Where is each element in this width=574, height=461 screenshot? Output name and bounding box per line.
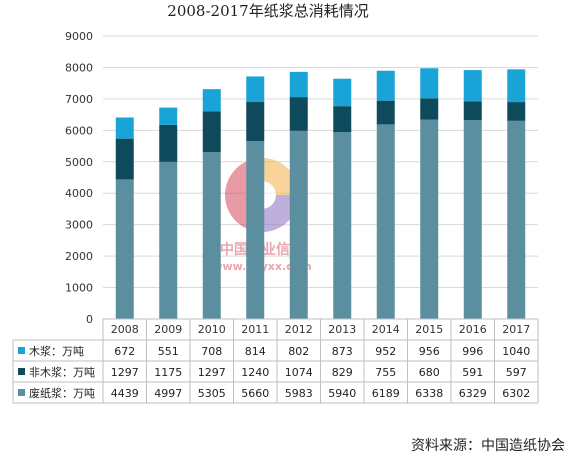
- y-tick-label: 4000: [65, 187, 93, 200]
- data-label: 4997: [154, 387, 182, 400]
- data-label: 5983: [285, 387, 313, 400]
- data-label: 551: [158, 345, 179, 358]
- source-note: 资料来源：中国造纸协会: [411, 438, 565, 454]
- bar-segment: [420, 119, 439, 319]
- data-label: 873: [332, 345, 353, 358]
- bar-segment: [420, 98, 439, 120]
- bar-segment: [507, 120, 526, 319]
- y-axis: 0 1000 2000 3000 4000 5000 6000 7000 8000 9000: [65, 30, 93, 326]
- data-label: 829: [332, 366, 353, 379]
- data-label: 5305: [198, 387, 226, 400]
- x-tick-label: 2014: [372, 323, 400, 336]
- y-tick-label: 2000: [65, 250, 93, 263]
- data-label: 996: [462, 345, 483, 358]
- bar-segment: [333, 132, 352, 319]
- bar-segment: [376, 124, 395, 319]
- data-label: 672: [114, 345, 135, 358]
- x-tick-label: 2011: [241, 323, 269, 336]
- chart-title: 2008-2017年纸浆总消耗情况: [167, 2, 368, 20]
- bar-segment: [159, 107, 178, 125]
- bar-segment: [246, 141, 265, 319]
- bar-segment: [289, 130, 308, 319]
- x-tick-label: 2016: [459, 323, 487, 336]
- legend-label: 废纸浆：万吨: [29, 386, 95, 400]
- data-label: 708: [201, 345, 222, 358]
- bar-segment: [333, 78, 352, 107]
- data-label: 6329: [459, 387, 487, 400]
- data-label: 814: [245, 345, 266, 358]
- y-tick-label: 3000: [65, 219, 93, 232]
- x-tick-label: 2017: [502, 323, 530, 336]
- data-label: 956: [419, 345, 440, 358]
- bar-segment: [289, 97, 308, 131]
- bar-segment: [507, 102, 526, 121]
- data-label: 1240: [241, 366, 269, 379]
- data-label: 597: [506, 366, 527, 379]
- bar-segment: [246, 102, 265, 142]
- bar-segment: [159, 161, 178, 319]
- bar-segment: [115, 179, 134, 319]
- x-tick-label: 2012: [285, 323, 313, 336]
- bar-segment: [202, 152, 221, 319]
- bar-segment: [289, 71, 308, 98]
- y-tick-label: 0: [86, 313, 93, 326]
- data-label: 952: [375, 345, 396, 358]
- legend-swatch: [18, 368, 25, 375]
- data-label: 680: [419, 366, 440, 379]
- data-label: 755: [375, 366, 396, 379]
- legend-swatch: [18, 389, 25, 396]
- data-label: 1175: [154, 366, 182, 379]
- legend-label: 木浆：万吨: [29, 344, 84, 358]
- x-tick-label: 2015: [415, 323, 443, 336]
- data-label: 6338: [415, 387, 443, 400]
- bar-segment: [463, 119, 482, 319]
- bar-segment: [333, 106, 352, 133]
- bar-segment: [159, 124, 178, 162]
- data-label: 1297: [111, 366, 139, 379]
- bar-segment: [115, 138, 134, 180]
- y-tick-label: 5000: [65, 156, 93, 169]
- x-tick-label: 2010: [198, 323, 226, 336]
- y-tick-label: 9000: [65, 30, 93, 43]
- data-label: 6302: [502, 387, 530, 400]
- data-label: 591: [462, 366, 483, 379]
- data-label: 4439: [111, 387, 139, 400]
- bar-segment: [463, 70, 482, 102]
- data-label: 5940: [328, 387, 356, 400]
- bar-segment: [202, 89, 221, 112]
- legend-swatch: [18, 347, 25, 354]
- bar-segment: [246, 76, 265, 103]
- legend-label: 非木浆：万吨: [29, 365, 95, 379]
- data-table: 2008 2009 2010 2011 2012 2013 2014 2015 2016 2017…: [12, 318, 539, 404]
- x-tick-label: 2008: [111, 323, 139, 336]
- bar-segment: [420, 68, 439, 99]
- data-label: 802: [288, 345, 309, 358]
- bar-segment: [202, 111, 221, 153]
- bar-segment: [463, 101, 482, 120]
- bar-segment: [376, 70, 395, 101]
- bar-segment: [507, 69, 526, 103]
- y-tick-label: 7000: [65, 93, 93, 106]
- bar-segment: [376, 100, 395, 125]
- data-label: 1297: [198, 366, 226, 379]
- y-tick-label: 6000: [65, 124, 93, 137]
- x-tick-label: 2009: [154, 323, 182, 336]
- data-label: 1074: [285, 366, 313, 379]
- bar-segment: [115, 117, 134, 139]
- data-label: 6189: [372, 387, 400, 400]
- data-label: 1040: [502, 345, 530, 358]
- y-tick-label: 1000: [65, 282, 93, 295]
- x-tick-label: 2013: [328, 323, 356, 336]
- data-label: 5660: [241, 387, 269, 400]
- bars: [115, 68, 526, 319]
- y-tick-label: 8000: [65, 61, 93, 74]
